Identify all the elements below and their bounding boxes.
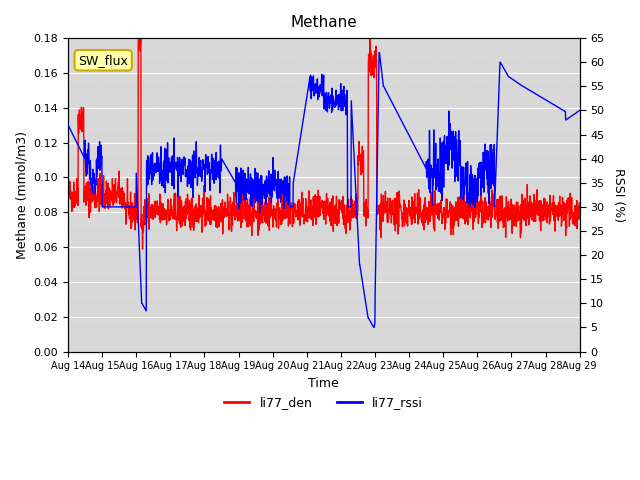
Legend: li77_den, li77_rssi: li77_den, li77_rssi bbox=[220, 391, 428, 414]
Y-axis label: Methane (mmol/m3): Methane (mmol/m3) bbox=[15, 131, 28, 259]
Title: Methane: Methane bbox=[291, 15, 357, 30]
X-axis label: Time: Time bbox=[308, 377, 339, 390]
Text: SW_flux: SW_flux bbox=[78, 54, 128, 67]
Y-axis label: RSSI (%): RSSI (%) bbox=[612, 168, 625, 222]
